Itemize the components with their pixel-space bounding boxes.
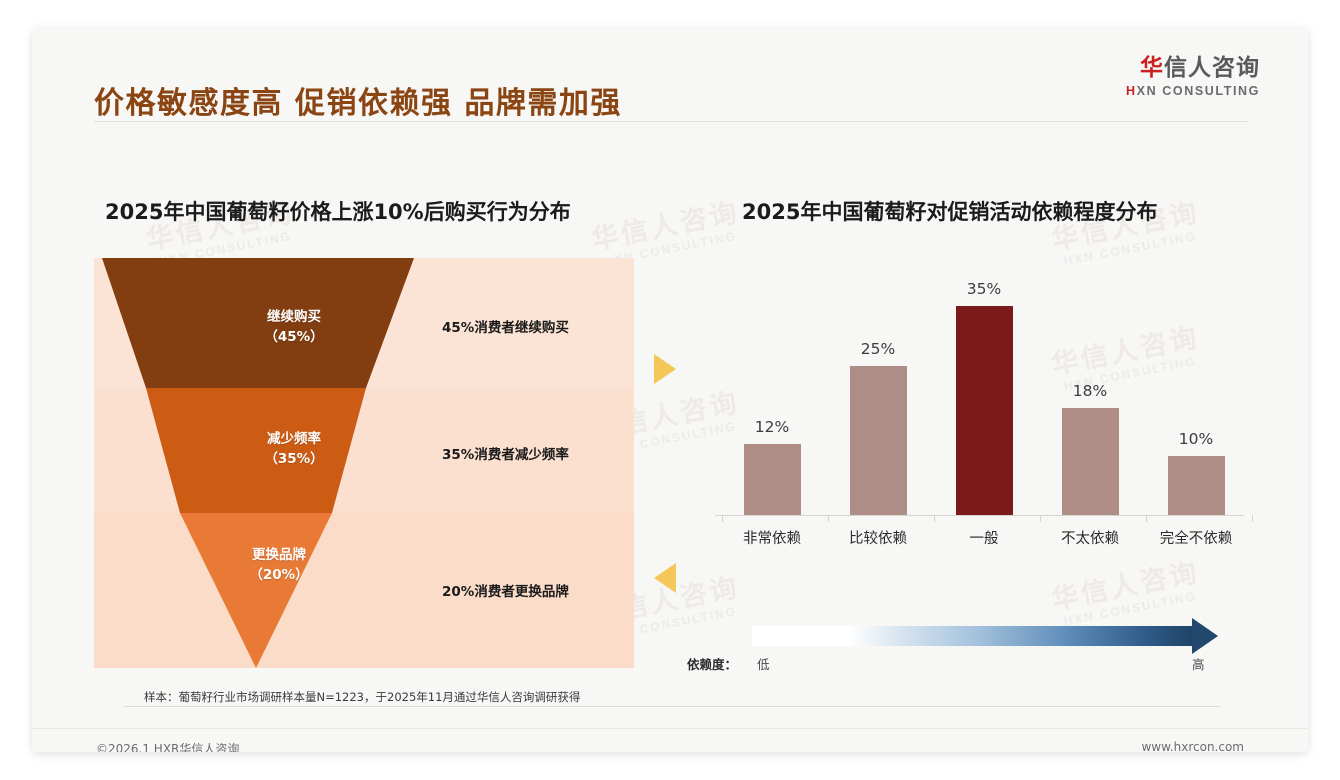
logo-cn-accent: 华 bbox=[1140, 55, 1164, 81]
funnel-shape bbox=[102, 258, 414, 668]
bar-value-label-4: 10% bbox=[1178, 430, 1214, 448]
funnel-label-0-pct: （45%） bbox=[264, 328, 324, 345]
funnel-label-1-name: 减少频率 bbox=[267, 431, 321, 447]
gradient-legend: 依赖度： 低 高 bbox=[687, 616, 1252, 686]
logo-en-text: HXN CONSULTING bbox=[1126, 84, 1260, 98]
bar-column bbox=[939, 276, 1029, 516]
bar-2 bbox=[956, 306, 1013, 516]
triangle-left-icon bbox=[654, 563, 676, 593]
source-note: 样本：葡萄籽行业市场调研样本量N=1223，于2025年11月通过华信人咨询调研… bbox=[144, 690, 581, 704]
bar-category-1: 比较依赖 bbox=[849, 531, 907, 547]
gradient-arrow-icon bbox=[1192, 618, 1218, 654]
header-divider bbox=[94, 121, 1249, 122]
watermark-cn: 华信人咨询 bbox=[588, 197, 743, 257]
footer-website: www.hxrcon.com bbox=[1141, 740, 1244, 752]
funnel-label-0-name: 继续购买 bbox=[267, 309, 321, 325]
bar-plot-area: 12% 25% 35% 18% 10% bbox=[715, 276, 1244, 516]
dependency-bar-chart: 12% 25% 35% 18% 10% 非常依赖 比较依赖 一般 不太依赖 完全不依赖 bbox=[687, 276, 1253, 566]
company-logo: 华信人咨询 HXN CONSULTING bbox=[1126, 55, 1260, 98]
footer-copyright: ©2026.1 HXR华信人咨询 bbox=[96, 742, 240, 752]
legend-high-label: 高 bbox=[1192, 657, 1205, 672]
bar-1 bbox=[850, 366, 907, 516]
page-title: 价格敏感度高 促销依赖强 品牌需加强 bbox=[94, 86, 622, 121]
bar-4 bbox=[1168, 456, 1225, 516]
axis-tick bbox=[934, 515, 935, 522]
bar-column bbox=[833, 276, 923, 516]
gradient-bar bbox=[752, 626, 1192, 646]
bar-category-2: 一般 bbox=[969, 531, 999, 547]
legend-label: 依赖度： bbox=[687, 657, 738, 672]
funnel-segment-1 bbox=[146, 388, 366, 513]
bar-value-label-0: 12% bbox=[754, 418, 790, 436]
funnel-segment-2 bbox=[180, 513, 332, 668]
bar-column bbox=[1045, 276, 1135, 516]
right-chart-title: 2025年中国葡萄籽对促销活动依赖程度分布 bbox=[742, 200, 1158, 224]
legend-low-label: 低 bbox=[757, 657, 770, 672]
funnel-chart: 继续购买 （45%） 减少频率 （35%） 更换品牌 （20%） 45%消费者继… bbox=[94, 258, 634, 668]
bar-column bbox=[727, 276, 817, 516]
bar-category-0: 非常依赖 bbox=[743, 531, 801, 547]
funnel-label-2-name: 更换品牌 bbox=[252, 547, 306, 563]
bar-column bbox=[1151, 276, 1241, 516]
axis-tick bbox=[722, 515, 723, 522]
funnel-label-1: 减少频率 （35%） bbox=[204, 430, 384, 469]
funnel-label-2: 更换品牌 （20%） bbox=[199, 546, 359, 585]
left-chart-title: 2025年中国葡萄籽价格上涨10%后购买行为分布 bbox=[105, 200, 571, 224]
axis-tick bbox=[1040, 515, 1041, 522]
logo-cn-rest: 信人咨询 bbox=[1164, 55, 1260, 81]
funnel-note-0: 45%消费者继续购买 bbox=[442, 320, 569, 336]
funnel-label-2-pct: （20%） bbox=[249, 566, 309, 583]
funnel-note-1: 35%消费者减少频率 bbox=[442, 447, 569, 463]
footer-divider bbox=[32, 728, 1308, 729]
source-divider bbox=[124, 706, 1220, 707]
slide-header: 价格敏感度高 促销依赖强 品牌需加强 华信人咨询 HXN CONSULTING bbox=[32, 28, 1308, 123]
logo-en-rest: XN CONSULTING bbox=[1136, 84, 1260, 99]
bar-value-label-1: 25% bbox=[860, 340, 896, 358]
axis-tick bbox=[828, 515, 829, 522]
bar-value-label-3: 18% bbox=[1072, 382, 1108, 400]
bar-3 bbox=[1062, 408, 1119, 516]
funnel-label-1-pct: （35%） bbox=[264, 450, 324, 467]
axis-tick bbox=[1146, 515, 1147, 522]
bar-category-4: 完全不依赖 bbox=[1159, 531, 1233, 547]
funnel-segment-0 bbox=[102, 258, 414, 388]
bar-axis-line bbox=[715, 515, 1244, 516]
logo-cn-text: 华信人咨询 bbox=[1126, 55, 1260, 81]
bar-0 bbox=[744, 444, 801, 516]
watermark-en: HXN CONSULTING bbox=[1062, 228, 1198, 269]
bar-category-3: 不太依赖 bbox=[1061, 531, 1119, 547]
funnel-label-0: 继续购买 （45%） bbox=[204, 308, 384, 347]
logo-en-accent: H bbox=[1126, 84, 1137, 99]
axis-tick bbox=[1252, 515, 1253, 522]
funnel-band-2 bbox=[94, 513, 634, 668]
funnel-note-2: 20%消费者更换品牌 bbox=[442, 584, 569, 600]
watermark-cn: 华信人咨询 bbox=[1048, 557, 1203, 617]
triangle-right-icon bbox=[654, 354, 676, 384]
slide-canvas: 华信人咨询 HXN CONSULTING 华信人咨询 HXN CONSULTIN… bbox=[32, 28, 1308, 752]
bar-value-label-2: 35% bbox=[966, 280, 1002, 298]
